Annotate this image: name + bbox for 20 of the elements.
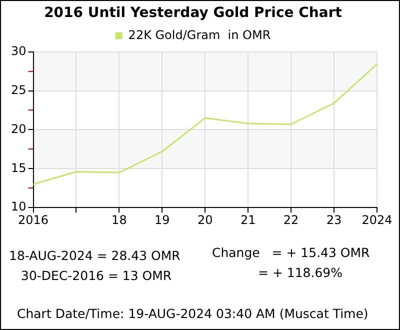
y-tick-label: 30 <box>10 44 26 58</box>
text: Change = + 15.43 OMR <box>212 245 370 260</box>
x-tick-label: 23 <box>326 212 342 227</box>
x-tick-label: 2024 <box>362 212 392 227</box>
y-tick-label: 25 <box>10 82 26 97</box>
text: 30-DEC-2016 = 13 OMR <box>21 268 172 283</box>
legend-label: 22K Gold/Gram in OMR <box>128 28 271 42</box>
x-tick-label: 19 <box>154 212 170 227</box>
x-tick-label: 2016 <box>18 212 49 227</box>
chart-title: 2016 Until Yesterday Gold Price Chart <box>44 5 342 22</box>
x-tick-label: 22 <box>283 212 299 227</box>
text: 18-AUG-2024 = 28.43 OMR <box>9 248 180 263</box>
y-tick-label: 15 <box>10 160 26 175</box>
x-tick-label: 20 <box>197 212 213 227</box>
text: Chart Date/Time: 19-AUG-2024 03:40 AM (Muscat Time) <box>17 306 368 321</box>
y-tick-label: 10 <box>10 200 26 214</box>
x-tick-label: 18 <box>112 212 127 227</box>
text: = + 118.69% <box>258 265 343 280</box>
x-tick-label: 21 <box>240 212 256 227</box>
y-tick-label: 20 <box>10 122 26 136</box>
